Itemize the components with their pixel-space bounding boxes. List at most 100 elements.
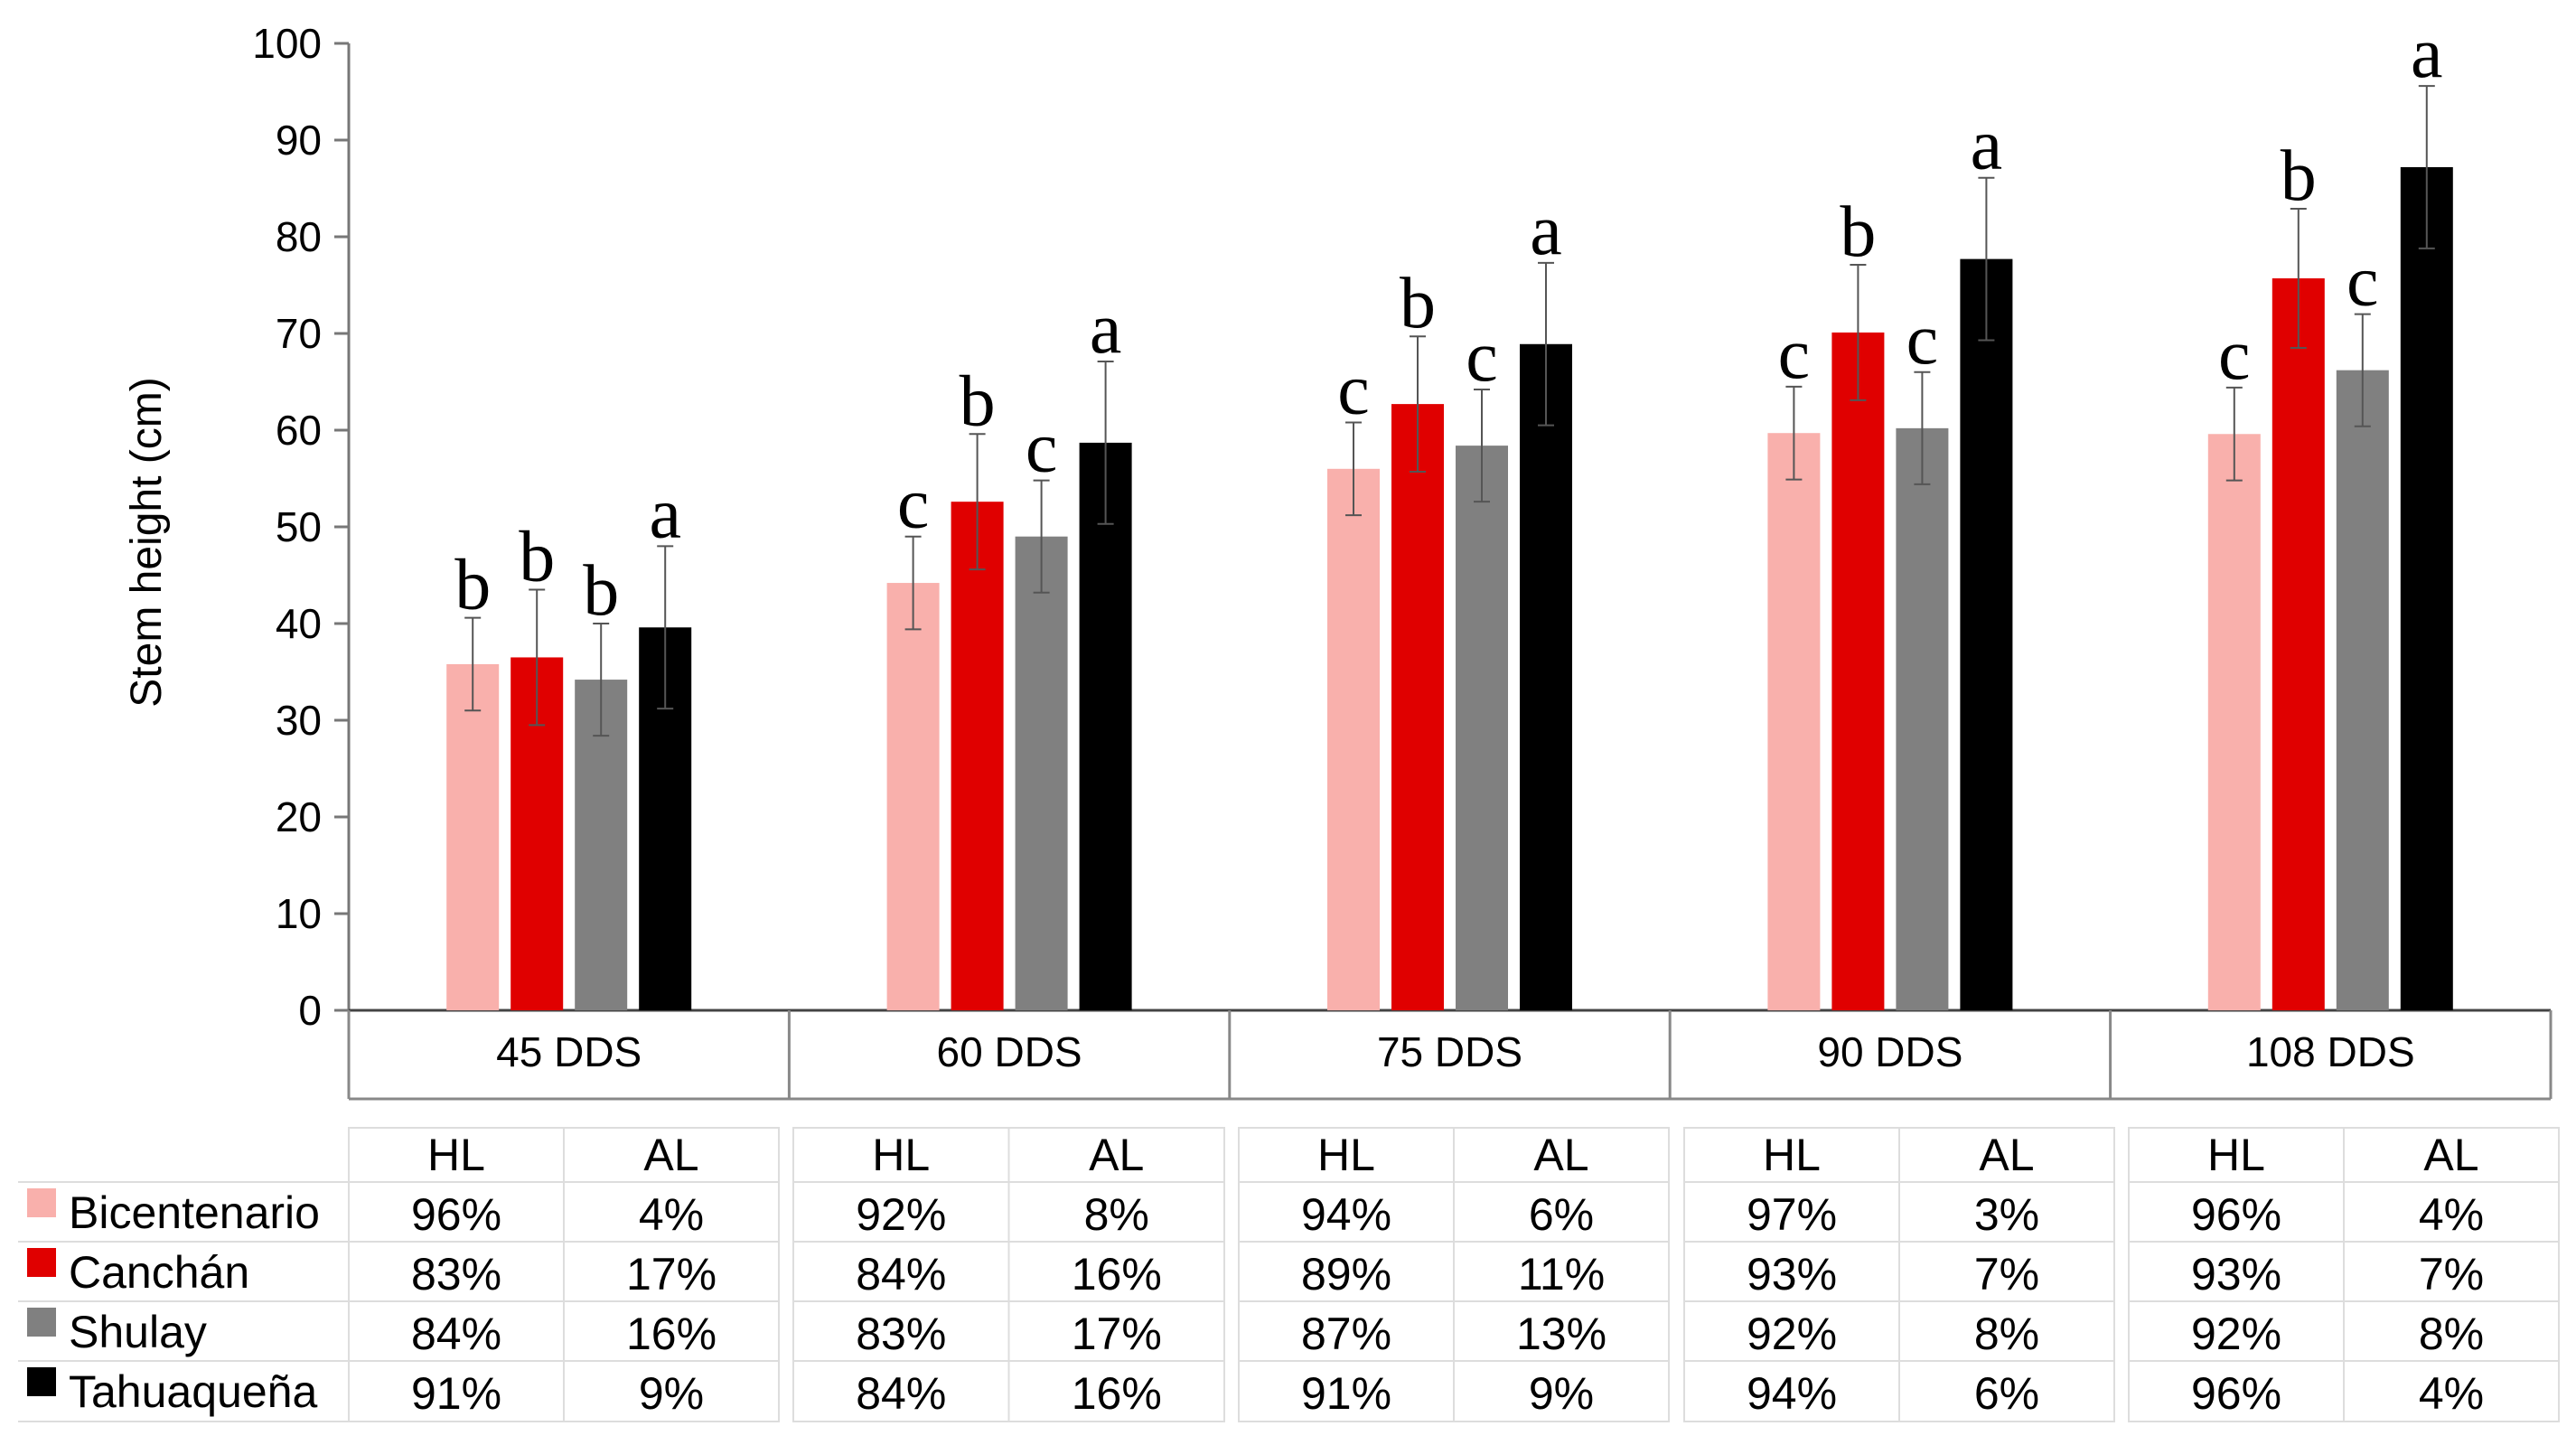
y-tick-label: 70 [276, 310, 322, 357]
table-cell-hl: 96% [2191, 1189, 2281, 1240]
significance-letter: c [1778, 314, 1811, 394]
significance-letter: a [1530, 191, 1562, 270]
legend-swatch [27, 1308, 56, 1337]
bar [2207, 434, 2261, 1010]
y-tick-label: 100 [252, 20, 322, 67]
legend-swatch [27, 1188, 56, 1217]
table-cell-al: 4% [639, 1189, 704, 1240]
legend-label: Canchán [69, 1247, 249, 1298]
table-cell-al: 17% [1072, 1309, 1162, 1359]
table-header-hl: HL [1317, 1130, 1375, 1180]
x-category-label: 75 DDS [1377, 1028, 1522, 1075]
y-tick-label: 10 [276, 890, 322, 937]
x-category-label: 45 DDS [496, 1028, 642, 1075]
table-cell-al: 7% [1974, 1249, 2039, 1300]
table-header-al: AL [2423, 1130, 2478, 1180]
bar [2336, 370, 2389, 1010]
table-cell-al: 6% [1974, 1368, 2039, 1419]
bar [446, 663, 500, 1010]
table-cell-al: 8% [2419, 1309, 2484, 1359]
table-cell-al: 4% [2419, 1189, 2484, 1240]
y-tick-label: 30 [276, 697, 322, 744]
significance-letter: b [2281, 136, 2317, 216]
table-cell-al: 11% [1518, 1249, 1605, 1300]
table-header-al: AL [1089, 1130, 1144, 1180]
table-cell-al: 6% [1529, 1189, 1594, 1240]
table-header-al: AL [1533, 1130, 1588, 1180]
x-category-label: 90 DDS [1817, 1028, 1962, 1075]
significance-letter: b [1840, 192, 1876, 272]
legend-swatch [27, 1248, 56, 1277]
significance-letter: a [2411, 14, 2443, 93]
table-cell-al: 17% [626, 1249, 717, 1300]
bar [1960, 258, 2013, 1010]
table-cell-hl: 96% [2191, 1368, 2281, 1419]
table-cell-hl: 94% [1301, 1189, 1391, 1240]
significance-letter: b [1400, 264, 1436, 343]
legend-label: Bicentenario [69, 1187, 320, 1238]
table-cell-hl: 84% [411, 1309, 501, 1359]
bar [1015, 536, 1068, 1010]
table-cell-al: 8% [1974, 1309, 2039, 1359]
significance-letter: c [2218, 315, 2251, 395]
legend-swatch [27, 1367, 56, 1396]
table-cell-hl: 93% [2191, 1249, 2281, 1300]
table-cell-hl: 94% [1747, 1368, 1837, 1419]
table-cell-al: 16% [1072, 1249, 1162, 1300]
significance-letter: a [649, 474, 681, 553]
bar [2272, 278, 2325, 1010]
table-cell-hl: 89% [1301, 1249, 1391, 1300]
table-cell-al: 13% [1516, 1309, 1606, 1359]
table-cell-al: 9% [1529, 1368, 1594, 1419]
bar [1327, 468, 1380, 1010]
significance-letter: c [1026, 408, 1058, 488]
table-cell-hl: 84% [856, 1368, 946, 1419]
y-tick-label: 50 [276, 503, 322, 550]
table-cell-hl: 93% [1747, 1249, 1837, 1300]
y-tick-label: 80 [276, 213, 322, 260]
table-cell-al: 8% [1084, 1189, 1149, 1240]
y-tick-label: 20 [276, 793, 322, 840]
table-cell-hl: 92% [2191, 1309, 2281, 1359]
table-cell-al: 16% [626, 1309, 717, 1359]
table-cell-al: 7% [2419, 1249, 2484, 1300]
bar [2400, 166, 2453, 1010]
table-header-al: AL [1979, 1130, 2034, 1180]
table-cell-al: 9% [639, 1368, 704, 1419]
significance-letter: b [960, 361, 996, 441]
x-category-label: 108 DDS [2246, 1028, 2415, 1075]
bar [1520, 343, 1572, 1010]
legend-label: Tahuaqueña [69, 1366, 317, 1417]
legend-label: Shulay [69, 1307, 207, 1357]
significance-letter: b [583, 551, 619, 631]
table-header-hl: HL [2207, 1130, 2265, 1180]
table-cell-hl: 83% [856, 1309, 946, 1359]
table-cell-hl: 92% [856, 1189, 946, 1240]
significance-letter: c [1906, 300, 1939, 380]
significance-letter: a [1090, 289, 1122, 369]
bar [1896, 427, 1949, 1010]
significance-letter: c [1337, 350, 1370, 429]
bar [1391, 404, 1444, 1010]
table-cell-hl: 91% [1301, 1368, 1391, 1419]
table-cell-hl: 92% [1747, 1309, 1837, 1359]
significance-letter: b [519, 518, 555, 597]
y-tick-label: 90 [276, 117, 322, 164]
table-cell-hl: 91% [411, 1368, 501, 1419]
significance-letter: c [1466, 317, 1498, 397]
bar [1831, 332, 1885, 1010]
table-cell-hl: 87% [1301, 1309, 1391, 1359]
significance-letter: a [1971, 106, 2003, 185]
significance-letter: c [897, 464, 930, 544]
table-header-hl: HL [872, 1130, 930, 1180]
table-cell-al: 3% [1974, 1189, 2039, 1240]
table-header-al: AL [643, 1130, 698, 1180]
table-header-hl: HL [427, 1130, 485, 1180]
table-header-hl: HL [1763, 1130, 1821, 1180]
y-tick-label: 0 [298, 987, 322, 1034]
table-cell-hl: 97% [1747, 1189, 1837, 1240]
table-cell-hl: 84% [856, 1249, 946, 1300]
bar [951, 502, 1004, 1010]
